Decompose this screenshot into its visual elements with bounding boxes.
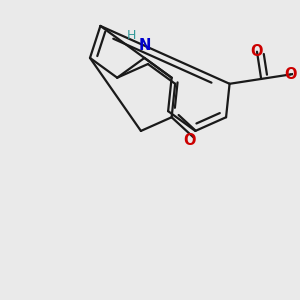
Text: O: O — [251, 44, 263, 59]
Text: O: O — [183, 133, 196, 148]
Text: H: H — [126, 29, 136, 43]
Text: O: O — [284, 67, 297, 82]
Text: N: N — [138, 38, 151, 53]
